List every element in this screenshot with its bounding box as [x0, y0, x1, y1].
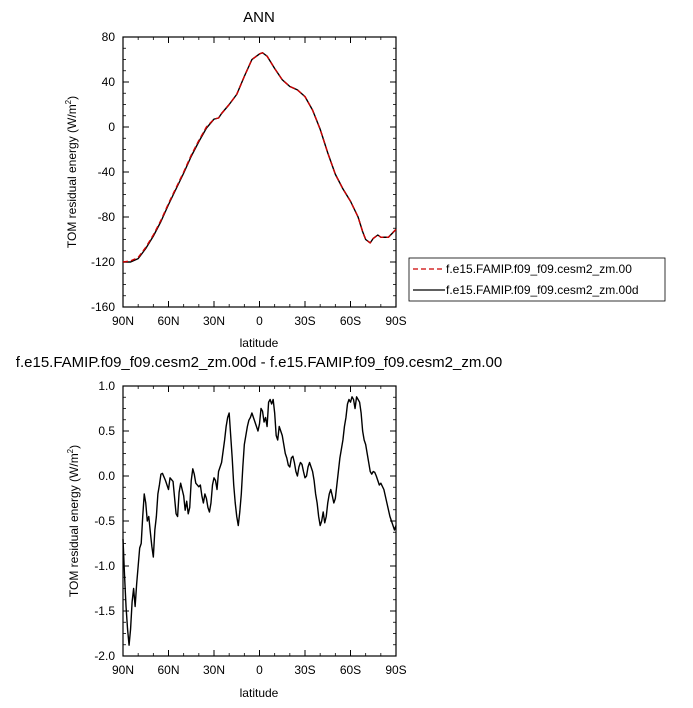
y-tick-label: -120	[91, 255, 115, 269]
x-tick-label: 90S	[385, 314, 406, 328]
legend-label-series-2: f.e15.FAMIP.f09_f09.cesm2_zm.00d	[446, 283, 639, 297]
x-tick-label: 90N	[112, 314, 134, 328]
top-series-group	[122, 52, 397, 263]
bottom-y-axis-label-main: TOM residual energy (W/m	[67, 453, 81, 597]
top-x-axis-label: latitude	[240, 336, 279, 350]
series-line-1	[122, 396, 397, 646]
y-tick-label: -1.0	[94, 559, 115, 573]
y-tick-label: 0.5	[98, 424, 115, 438]
bottom-panel: f.e15.FAMIP.f09_f09.cesm2_zm.00d - f.e15…	[16, 354, 502, 700]
series-line-1	[122, 52, 397, 263]
y-tick-label: 40	[102, 75, 116, 89]
y-tick-label: 80	[102, 30, 116, 44]
y-tick-label: -1.5	[94, 604, 115, 618]
y-tick-label: 0.0	[98, 469, 115, 483]
top-y-axis-label-sup: 2	[64, 99, 73, 104]
top-y-axis-label-close: )	[65, 96, 79, 100]
y-tick-label: -0.5	[94, 514, 115, 528]
bottom-series-group	[122, 396, 397, 646]
x-tick-label: 90N	[112, 663, 134, 677]
bottom-x-tick-labels: 90N 60N 30N 0 30S 60S 90S	[112, 663, 407, 677]
bottom-chart-title: f.e15.FAMIP.f09_f09.cesm2_zm.00d - f.e15…	[16, 354, 502, 371]
x-tick-label: 0	[256, 663, 263, 677]
y-tick-label: -40	[98, 165, 116, 179]
x-tick-label: 30S	[294, 314, 315, 328]
x-tick-label: 60N	[157, 314, 179, 328]
y-tick-label: -80	[98, 210, 116, 224]
bottom-y-axis-label: TOM residual energy (W/m2)	[66, 445, 81, 597]
y-tick-label: -160	[91, 300, 115, 314]
x-tick-label: 0	[256, 314, 263, 328]
top-y-tick-labels: 80 40 0 -40 -80 -120 -160	[91, 30, 115, 314]
bottom-y-axis-label-close: )	[67, 445, 81, 449]
legend-box	[408, 257, 666, 302]
top-y-axis-label: TOM residual energy (W/m2)	[64, 96, 79, 248]
x-tick-label: 30N	[203, 663, 225, 677]
legend: f.e15.FAMIP.f09_f09.cesm2_zm.00 f.e15.FA…	[408, 257, 666, 302]
top-panel: ANN 90N 60N 30N 0 30S 60S 90S 80 40 0 -40 -80 -120 -…	[64, 9, 407, 350]
legend-label-series-1: f.e15.FAMIP.f09_f09.cesm2_zm.00	[446, 262, 632, 276]
x-tick-label: 30S	[294, 663, 315, 677]
y-tick-label: -2.0	[94, 649, 115, 663]
bottom-y-tick-labels: 1.0 0.5 0.0 -0.5 -1.0 -1.5 -2.0	[94, 379, 115, 663]
bottom-x-axis-label: latitude	[240, 686, 279, 700]
x-tick-label: 60S	[340, 314, 361, 328]
x-tick-label: 30N	[203, 314, 225, 328]
bottom-y-axis-label-sup: 2	[66, 448, 75, 453]
series-line-2	[123, 52, 397, 263]
x-tick-label: 90S	[385, 663, 406, 677]
y-tick-label: 1.0	[98, 379, 115, 393]
top-chart-title: ANN	[243, 9, 275, 26]
top-y-axis-label-main: TOM residual energy (W/m	[65, 104, 79, 248]
x-tick-label: 60N	[157, 663, 179, 677]
top-axis-ticks	[122, 36, 397, 308]
x-tick-label: 60S	[340, 663, 361, 677]
top-x-tick-labels: 90N 60N 30N 0 30S 60S 90S	[112, 314, 407, 328]
bottom-axis-ticks	[122, 385, 397, 657]
y-tick-label: 0	[108, 120, 115, 134]
top-plot-frame	[122, 36, 397, 308]
